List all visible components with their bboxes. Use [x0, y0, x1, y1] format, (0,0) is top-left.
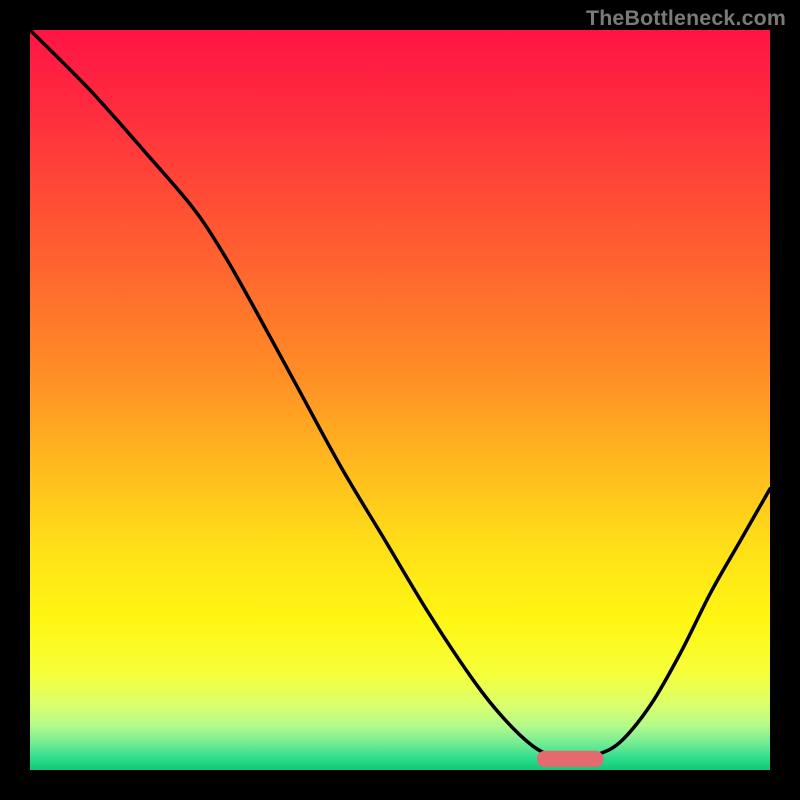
plot-svg — [30, 30, 770, 770]
gradient-backdrop — [30, 30, 770, 770]
trough-marker — [537, 751, 604, 767]
watermark-text: TheBottleneck.com — [586, 6, 786, 31]
chart-frame: TheBottleneck.com — [0, 0, 800, 800]
plot-area — [30, 30, 770, 770]
